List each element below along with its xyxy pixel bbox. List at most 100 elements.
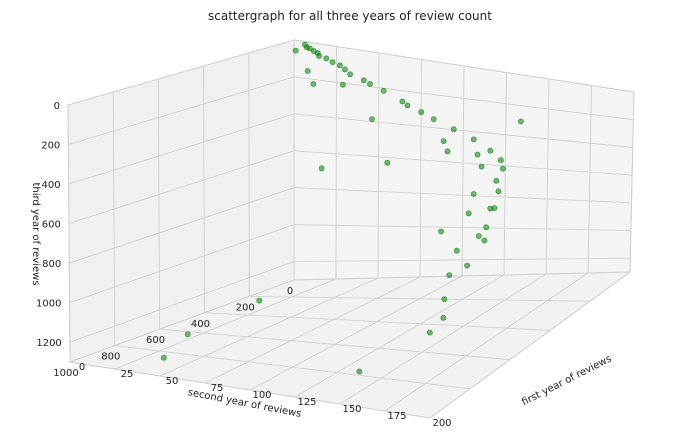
- data-point: [318, 165, 325, 172]
- z-tick-label: 1000: [36, 299, 61, 310]
- data-point: [495, 188, 502, 195]
- z-tick-label: 0: [54, 101, 60, 112]
- data-point: [384, 159, 391, 166]
- z-axis-label: third year of reviews: [30, 182, 41, 285]
- data-point: [418, 109, 425, 115]
- grid-line: [294, 274, 505, 398]
- data-point: [444, 148, 451, 155]
- z-tick-label: 1200: [36, 338, 61, 349]
- data-point: [329, 59, 336, 65]
- data-point: [450, 126, 457, 133]
- data-point: [474, 151, 481, 158]
- grid-line: [68, 76, 295, 145]
- x-tick-label: 150: [342, 404, 361, 415]
- data-point: [323, 55, 330, 62]
- grid-line: [545, 78, 550, 275]
- data-point: [500, 165, 506, 172]
- grid-line: [204, 276, 421, 384]
- grid-line: [335, 46, 337, 280]
- data-point: [438, 228, 444, 235]
- grid-line: [339, 273, 547, 405]
- data-point: [497, 157, 504, 164]
- data-point: [430, 116, 437, 122]
- data-points: [160, 41, 524, 375]
- x-tick-label: 0: [79, 362, 85, 373]
- data-point: [160, 354, 167, 361]
- data-point: [369, 116, 375, 122]
- data-point: [380, 87, 387, 94]
- grid-line: [293, 224, 631, 231]
- x-tick-label: 200: [432, 418, 451, 429]
- data-point: [478, 163, 485, 170]
- grid-line: [69, 187, 295, 264]
- data-point: [470, 136, 477, 143]
- grid-line: [203, 65, 205, 313]
- data-point: [336, 62, 343, 69]
- grid-line: [429, 271, 631, 419]
- data-point: [464, 262, 470, 269]
- grid-line: [629, 91, 635, 273]
- x-tick-label: 50: [166, 376, 179, 387]
- z-tick-label: 600: [42, 220, 61, 231]
- data-point: [487, 205, 494, 212]
- x-tick-label: 75: [211, 383, 224, 394]
- data-point: [518, 118, 524, 125]
- grid-line: [293, 39, 635, 93]
- data-point: [404, 102, 411, 109]
- data-point: [453, 247, 460, 254]
- data-point: [481, 237, 488, 244]
- data-point: [303, 44, 310, 51]
- data-point: [440, 314, 447, 321]
- x-tick-label: 25: [121, 369, 134, 380]
- y-tick-label: 800: [101, 352, 120, 363]
- x-tick-label: 125: [297, 397, 316, 408]
- grid-line: [293, 76, 634, 121]
- grid-line: [159, 277, 379, 377]
- chart-title: scattergraph for all three years of revi…: [208, 9, 492, 23]
- y-tick-label: 200: [236, 302, 255, 313]
- x-tick-label: 175: [387, 411, 406, 422]
- data-point: [339, 81, 346, 88]
- data-point: [360, 77, 367, 84]
- data-point: [310, 81, 317, 87]
- grid-line: [159, 328, 511, 361]
- grid-line: [293, 257, 631, 262]
- grid-line: [114, 345, 471, 390]
- data-point: [483, 224, 490, 231]
- data-point: [356, 368, 363, 375]
- x-axis-label: first year of reviews: [520, 353, 613, 408]
- grid-line: [157, 78, 161, 330]
- grid-line: [67, 39, 295, 106]
- y-tick-label: 1000: [53, 368, 78, 379]
- grid-line: [587, 85, 592, 274]
- grid-line: [67, 104, 71, 363]
- data-point: [470, 191, 477, 197]
- data-point: [316, 53, 322, 59]
- grid-line: [461, 65, 465, 277]
- grid-line: [68, 150, 295, 225]
- data-point: [441, 296, 448, 303]
- data-point: [310, 48, 317, 54]
- z-tick-label: 800: [42, 259, 61, 270]
- data-point: [426, 329, 433, 336]
- grid-lines: [67, 39, 635, 419]
- data-point: [487, 147, 494, 154]
- data-point: [304, 68, 311, 74]
- z-tick-label: 200: [41, 141, 60, 152]
- data-point: [493, 177, 500, 184]
- data-point: [465, 210, 472, 217]
- y-tick-label: 400: [191, 319, 210, 330]
- grid-line: [293, 187, 632, 204]
- grid-line: [384, 272, 589, 412]
- z-tick-label: 400: [42, 180, 61, 191]
- grid-line: [69, 361, 431, 419]
- data-point: [367, 81, 373, 87]
- grid-line: [204, 312, 551, 331]
- y-tick-label: 600: [146, 335, 165, 346]
- data-point: [342, 66, 348, 73]
- grid-line: [419, 59, 422, 278]
- data-point: [256, 297, 263, 304]
- grid-line: [69, 224, 295, 304]
- y-tick-label: 0: [287, 286, 293, 297]
